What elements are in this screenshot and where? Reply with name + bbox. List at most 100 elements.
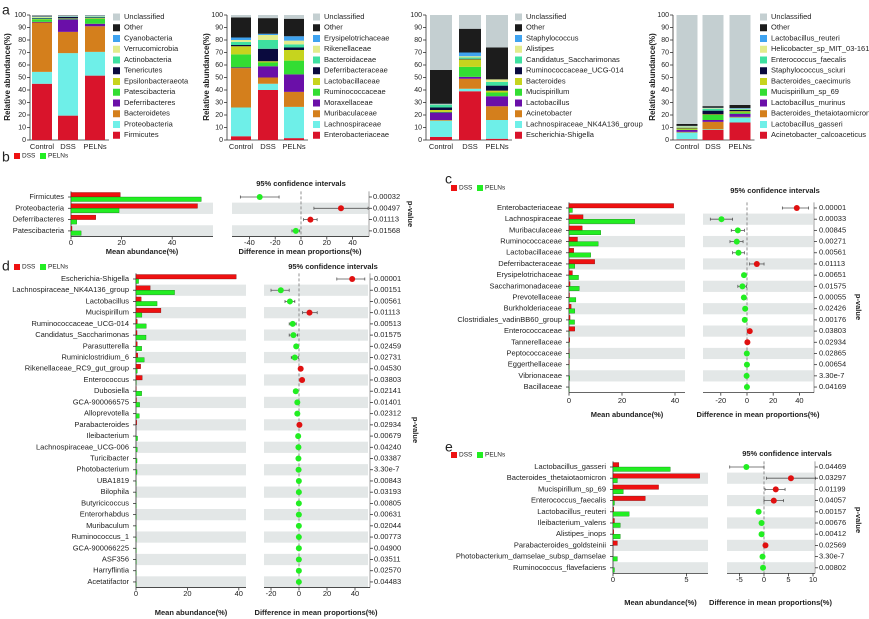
taxon-label: Tannerellaceae (511, 337, 562, 346)
dss-bar (612, 462, 620, 468)
p-value-label: 0.00151 (374, 285, 401, 294)
x-axis-title-left: Mean abundance(%) (155, 608, 228, 617)
stack-segment-acinetobacter_calcoaceticus (702, 130, 724, 140)
p-value-label: 3.30e-7 (374, 465, 399, 474)
pelns-bar (135, 447, 138, 452)
p-value-label: 0.02865 (819, 348, 846, 357)
taxon-label: UBA1819 (97, 476, 129, 485)
legend-label: Bacteroides_caecimuris (771, 76, 851, 85)
p-value-label: 0.00805 (374, 498, 401, 507)
row-band (264, 509, 368, 521)
p-value-label: 0.00271 (819, 237, 846, 246)
row-band (569, 325, 685, 337)
x-tick-label: 0 (69, 238, 73, 247)
ci-title: 95% confidence intervals (730, 186, 820, 195)
stack-segment-other (729, 105, 751, 109)
stack-segment-lachnospiraceae (231, 107, 251, 137)
pelns-bar (568, 274, 579, 280)
x-tick-label: 40 (671, 396, 679, 405)
legend-label: Bacteroides (526, 76, 566, 85)
row-band (569, 235, 685, 248)
pelns-bar (70, 230, 82, 236)
y-tick-label: 40 (18, 87, 26, 94)
stack-segment-proteobacteria (58, 53, 78, 116)
legend-swatch-dss (14, 153, 20, 159)
stack-segment-deferribacteraceae (231, 45, 251, 47)
taxon-label: Firmicutes (29, 192, 64, 201)
taxon-label: Vibrionaceae (518, 371, 562, 380)
legend-label: Staphylococcus (526, 33, 579, 42)
difference-point (770, 497, 777, 504)
stack-segment-lactobacillus_murinus (702, 120, 724, 122)
stack-segment-lactobacillus_gasseri (729, 117, 751, 123)
legend-label: Acinetobacter (526, 109, 572, 118)
difference-point (762, 542, 769, 549)
legend-label: Ruminococcaceae (324, 87, 386, 96)
difference-point (295, 433, 302, 440)
stack-segment-mucispirillum_sp_69 (702, 115, 724, 120)
legend-swatch (515, 56, 522, 64)
difference-point (743, 350, 750, 357)
taxon-label: ASF356 (102, 554, 129, 563)
stack-segment-lactobacillus_reuteri (729, 108, 751, 109)
dss-bar (568, 259, 595, 265)
y-tick-label: 40 (414, 87, 422, 94)
legend-label: DSS (459, 185, 473, 192)
taxon-label: Harryflintia (93, 566, 130, 575)
row-band (136, 419, 246, 431)
panel-label-d: d (2, 258, 10, 274)
p-value-label: 0.01199 (819, 484, 846, 493)
difference-point (740, 272, 747, 279)
x-axis-title-right: Difference in mean proportions(%) (709, 598, 832, 607)
p-value-label: 0.02731 (374, 353, 401, 362)
row-band (613, 539, 708, 551)
y-tick-label: 30 (414, 99, 422, 106)
legend-swatch (515, 121, 522, 128)
legend-label: Staphylococcus_sciuri (771, 66, 846, 75)
stack-segment-bacteroides_caecimuris (676, 128, 698, 130)
legend-label: Other (124, 23, 143, 32)
legend-swatch (113, 78, 120, 85)
difference-point (772, 486, 779, 493)
stack-segment-bacteroidetes (58, 31, 78, 54)
dss-bar (135, 375, 143, 381)
dss-bar (135, 330, 138, 336)
x-tick-label: 20 (323, 238, 331, 247)
difference-point (295, 455, 302, 462)
x-axis-title-right: Difference in mean proportions(%) (255, 608, 378, 617)
p-value-label: 0.00497 (373, 203, 400, 212)
stack-segment-lactobacillus_gasseri (702, 129, 724, 130)
taxon-label: Lachnospiraceae (505, 214, 562, 223)
legend-swatch-pelns (477, 452, 483, 458)
stack-segment-rikenellaceae (258, 35, 278, 40)
stack-segment-unclassified (258, 15, 278, 19)
difference-point (735, 249, 742, 256)
difference-point (758, 520, 765, 526)
stack-segment-unclassified (729, 15, 751, 105)
stack-segment-lactobacillus_murinus (676, 130, 698, 132)
difference-point (718, 216, 725, 223)
dss-bar (135, 364, 141, 369)
pelns-bar (135, 357, 145, 363)
y-tick-label: 0 (219, 137, 223, 144)
panel-label-c: c (445, 171, 452, 187)
taxon-label: Ileibacterium_valens (538, 518, 607, 527)
y-tick-label: 90 (414, 24, 422, 31)
dss-bar (612, 529, 614, 535)
difference-point (295, 477, 302, 484)
p-value-label: 0.00654 (819, 360, 846, 369)
dss-bar (612, 518, 615, 524)
legend-label: Ruminococcaceae_UCG-014 (526, 66, 624, 75)
p-value-axis-title: p-value (411, 417, 420, 443)
legend-swatch (760, 99, 767, 107)
difference-point (742, 305, 749, 312)
dss-bar (70, 192, 121, 198)
taxon-label: GCA-900066225 (73, 543, 129, 552)
legend-swatch (313, 45, 320, 53)
x-tick-label: DSS (60, 142, 75, 151)
legend-swatch (760, 78, 767, 85)
taxon-label: Muribaculum (86, 521, 129, 530)
p-value-label: 0.00513 (374, 319, 401, 328)
difference-point (744, 339, 751, 346)
difference-point (295, 522, 302, 529)
